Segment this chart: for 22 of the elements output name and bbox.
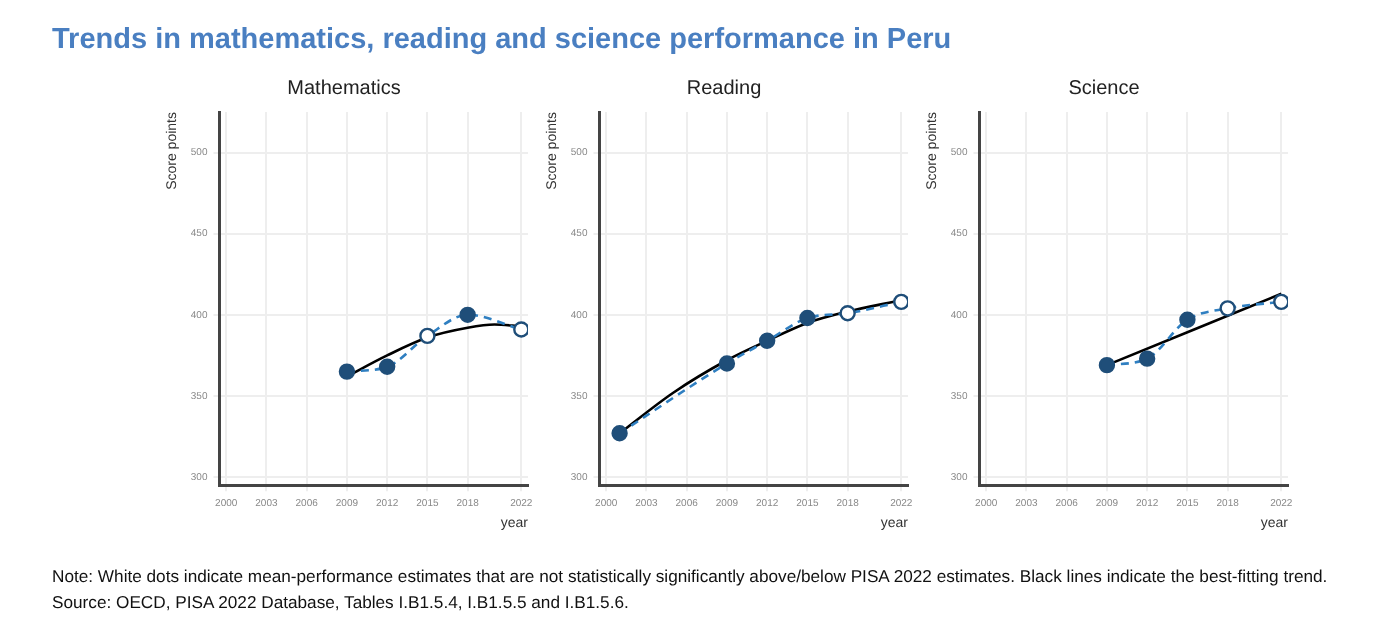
point xyxy=(513,321,528,338)
point xyxy=(611,425,628,442)
point xyxy=(1098,356,1116,374)
chart-title: Reading xyxy=(686,77,762,100)
point xyxy=(718,355,736,372)
text: Note: White dots indicate mean-performance estimates that are not statistically significantly above/below PISA 2022 estimates. Black lines indicate the best-fitting trend. xyxy=(52,564,1330,590)
point xyxy=(1138,350,1156,367)
point xyxy=(419,327,436,345)
point xyxy=(1219,300,1236,317)
point xyxy=(799,309,816,327)
chart-title: Mathematics xyxy=(287,77,401,100)
point xyxy=(378,358,396,375)
point xyxy=(1273,293,1288,311)
point xyxy=(758,332,776,349)
point xyxy=(839,305,856,322)
chart-title: Science xyxy=(1068,77,1141,100)
point xyxy=(1179,311,1196,328)
source-note: Source: OECD, PISA 2022 Database, Tables I.B1.5.4, I.B1.5.5 and I.B1.5.6. xyxy=(52,590,631,616)
text: Trends in mathematics, reading and science performance in Peru xyxy=(50,22,954,56)
point xyxy=(338,363,356,380)
point xyxy=(893,293,908,311)
point xyxy=(459,306,476,324)
